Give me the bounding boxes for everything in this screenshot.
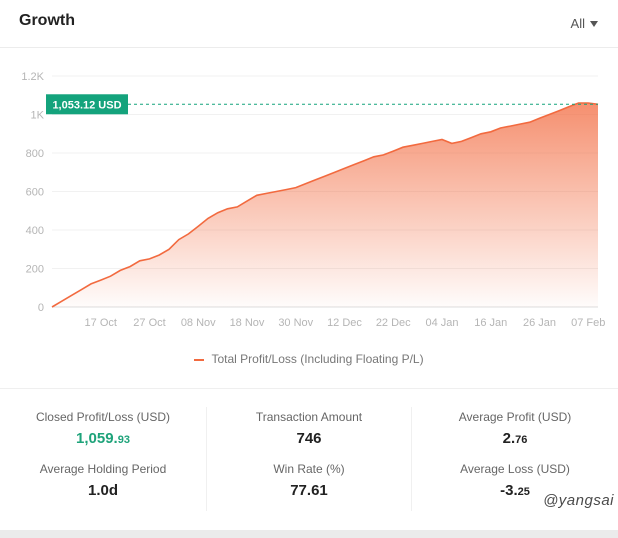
x-tick-label: 18 Nov — [230, 317, 265, 329]
stats-panel: Closed Profit/Loss (USD) 1,059.93 Averag… — [0, 389, 618, 529]
bottom-bar — [0, 530, 618, 538]
y-tick-label: 800 — [26, 148, 44, 160]
avg-loss-label: Average Loss (USD) — [460, 462, 570, 476]
chart-legend[interactable]: Total Profit/Loss (Including Floating P/… — [0, 352, 618, 366]
y-tick-label: 400 — [26, 225, 44, 237]
series-area — [52, 103, 598, 307]
avg-holding-label: Average Holding Period — [39, 462, 167, 476]
x-tick-label: 07 Feb — [571, 317, 605, 329]
stats-column-1: Closed Profit/Loss (USD) 1,059.93 Averag… — [0, 407, 206, 511]
closed-pl-stat: Closed Profit/Loss (USD) 1,059.93 — [0, 407, 206, 459]
stats-column-3: Average Profit (USD) 2.76 Average Loss (… — [412, 407, 618, 511]
avg-loss-dec: 25 — [517, 486, 530, 498]
range-dropdown[interactable]: All — [571, 16, 598, 31]
avg-profit-dec: 76 — [515, 434, 528, 446]
closed-pl-value: 1,059.93 — [0, 427, 206, 452]
divider — [0, 388, 618, 389]
x-tick-label: 08 Nov — [181, 317, 216, 329]
transaction-label: Transaction Amount — [255, 410, 363, 424]
marker-label: 1,053.12 USD — [52, 99, 121, 111]
avg-profit-stat: Average Profit (USD) 2.76 — [412, 407, 618, 459]
x-tick-label: 17 Oct — [85, 317, 117, 329]
caret-down-icon — [590, 20, 598, 27]
stats-column-2: Transaction Amount 746 Win Rate (%) 77.6… — [206, 407, 412, 511]
y-tick-label: 0 — [38, 302, 44, 314]
win-rate-label: Win Rate (%) — [273, 462, 345, 476]
x-tick-label: 12 Dec — [327, 317, 362, 329]
page-title: Growth — [19, 12, 75, 29]
legend-label: Total Profit/Loss (Including Floating P/… — [211, 352, 424, 366]
win-rate-stat: Win Rate (%) 77.61 — [207, 459, 411, 511]
x-tick-label: 26 Jan — [523, 317, 556, 329]
range-dropdown-label: All — [570, 16, 585, 31]
x-tick-label: 30 Nov — [278, 317, 313, 329]
avg-holding-value: 1.0d — [87, 482, 118, 499]
avg-profit-int: 2. — [502, 430, 516, 447]
y-tick-label: 600 — [26, 187, 44, 199]
transaction-stat: Transaction Amount 746 — [207, 407, 411, 459]
marker-label-box — [46, 94, 128, 115]
header: Growth All — [0, 0, 618, 48]
closed-pl-label: Closed Profit/Loss (USD) — [35, 410, 171, 424]
avg-loss-stat: Average Loss (USD) -3.25 — [412, 459, 618, 511]
y-tick-label: 1K — [31, 110, 45, 122]
x-tick-label: 27 Oct — [133, 317, 165, 329]
x-tick-label: 22 Dec — [376, 317, 411, 329]
legend-line-icon — [194, 358, 205, 361]
x-tick-label: 04 Jan — [425, 317, 458, 329]
avg-profit-label: Average Profit (USD) — [458, 410, 572, 424]
y-tick-label: 1.2K — [21, 71, 44, 83]
x-tick-label: 16 Jan — [474, 317, 507, 329]
growth-chart-svg: 1,053.12 USD 0 200 400 600 800 1K 1.2K 17 Oct 27… — [21, 71, 605, 329]
y-tick-label: 200 — [26, 264, 44, 276]
avg-holding-stat: Average Holding Period 1.0d — [0, 459, 206, 511]
closed-pl-dec: 93 — [117, 434, 130, 446]
win-rate-value: 77.61 — [290, 482, 328, 499]
transaction-value: 746 — [296, 430, 322, 447]
avg-loss-value: -3.25 — [412, 479, 618, 504]
closed-pl-int: 1,059. — [76, 430, 118, 447]
watermark: @yangsai — [543, 492, 614, 509]
avg-loss-int: -3. — [500, 482, 518, 499]
growth-chart: 1,053.12 USD 0 200 400 600 800 1K 1.2K 17 Oct 27… — [0, 48, 618, 338]
avg-profit-value: 2.76 — [412, 427, 618, 452]
series-line — [51, 102, 599, 308]
